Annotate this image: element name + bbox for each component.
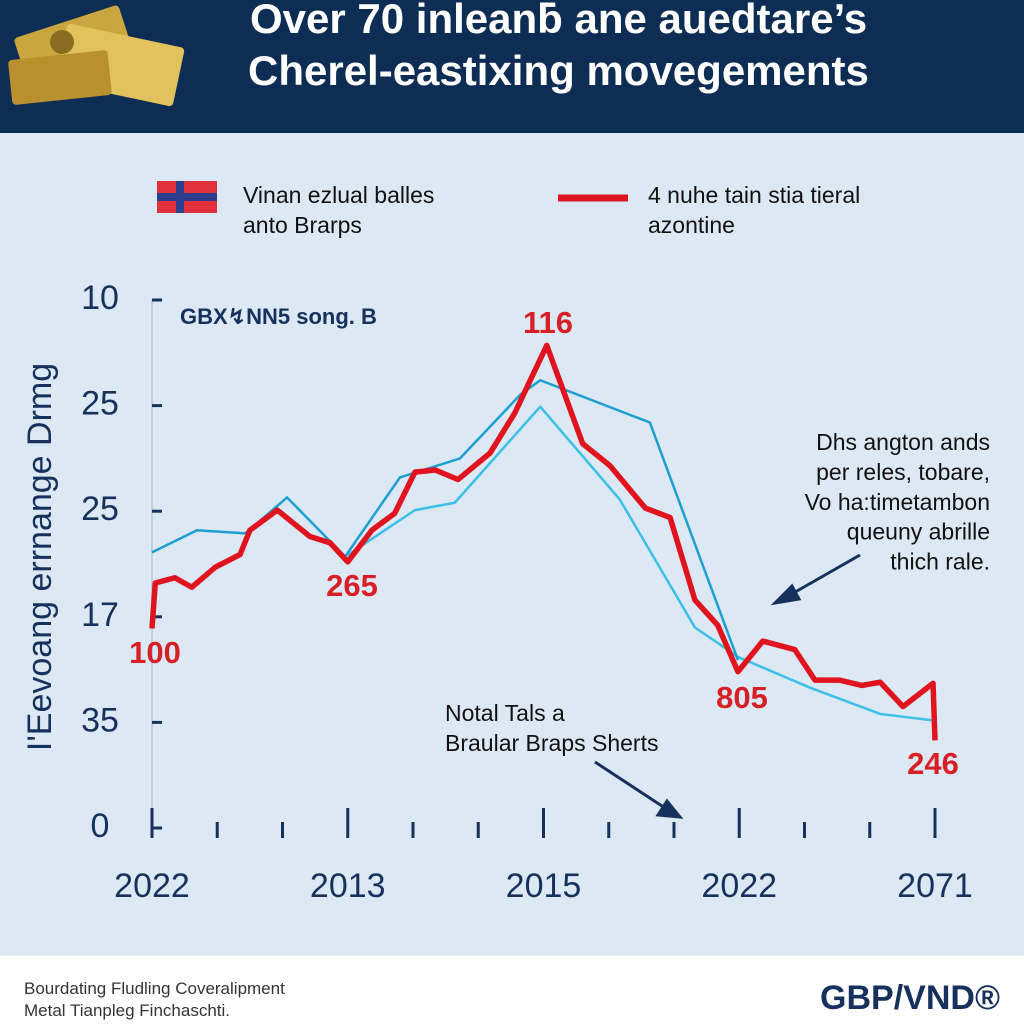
annotation: 246	[907, 746, 959, 781]
series-line	[344, 405, 932, 722]
y-tick-label: 17	[81, 596, 119, 634]
y-tick-label: 35	[81, 701, 119, 739]
flag-stripe	[157, 193, 217, 201]
y-axis-title: I'Eevoang errnange Drmg	[21, 363, 59, 751]
series-line	[151, 379, 740, 661]
center-note: Notal Tals a Braular Braps Sherts	[445, 700, 658, 756]
annotation: 265	[326, 568, 378, 603]
side-note: Dhs angton ands per reles, tobare, Vo ha:t…	[805, 429, 990, 575]
annotation: 805	[716, 680, 768, 715]
x-tick-label: 2022	[114, 867, 190, 905]
legend-label: Vinan ezlual balles anto Brarps	[243, 182, 434, 238]
y-tick-label: 25	[81, 490, 119, 528]
footer-text: Bourdating Fludling Coveralipment Metal T…	[24, 979, 285, 1020]
inner-label: GBX↯NN5 song. B	[180, 304, 377, 329]
annotation: 116	[523, 305, 573, 340]
title-line-2: Cherel-eastixing movegements	[248, 47, 869, 94]
plot: 0 35 17 25 25 10 2022 2013 2015 2022 2071 116 265 100…	[81, 279, 973, 905]
flag-stripe	[176, 181, 184, 213]
arrows	[594, 553, 861, 819]
x-tick-label: 2013	[310, 867, 386, 905]
footer-logo: GBP/VND®	[820, 979, 1000, 1017]
legend	[157, 181, 628, 213]
title-line-1: Over 70 inleanƃ ane auedtare’s	[250, 0, 867, 42]
y-tick-label: 25	[81, 385, 119, 423]
x-tick-label: 2015	[506, 867, 582, 905]
series-line	[149, 342, 938, 741]
legend-label: 4 nuhe tain stia tieral azontine	[648, 182, 860, 238]
x-tick-label: 2071	[897, 867, 973, 905]
y-tick-label: 10	[81, 279, 119, 317]
annotation: 100	[129, 635, 181, 670]
money-icon	[8, 5, 185, 107]
y-tick-label: 0	[91, 807, 110, 845]
x-tick-label: 2022	[701, 867, 777, 905]
